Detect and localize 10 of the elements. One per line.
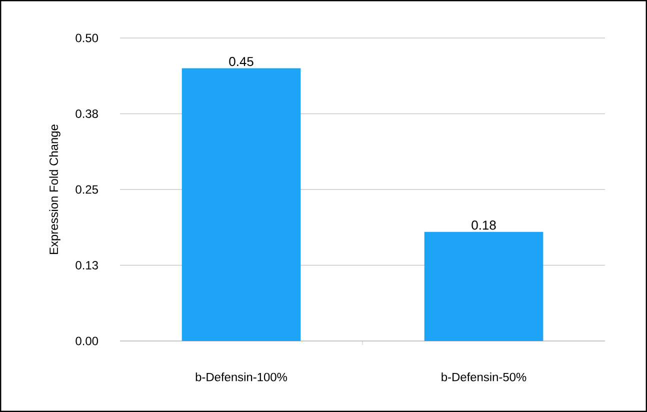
data-label: 0.18: [472, 220, 496, 230]
data-label: 0.45: [229, 56, 254, 66]
x-tick-label: b-Defensin-50%: [442, 372, 526, 382]
y-axis-title: Expression Fold Change: [49, 124, 60, 254]
y-tick-label: 0.13: [76, 261, 98, 270]
x-tick-label: b-Defensin-100%: [196, 372, 287, 382]
y-tick-label: 0.50: [76, 34, 98, 42]
y-tick-label: 0.38: [76, 110, 98, 118]
y-tick-label: 0.00: [76, 336, 98, 346]
y-tick-label: 0.25: [76, 185, 98, 194]
